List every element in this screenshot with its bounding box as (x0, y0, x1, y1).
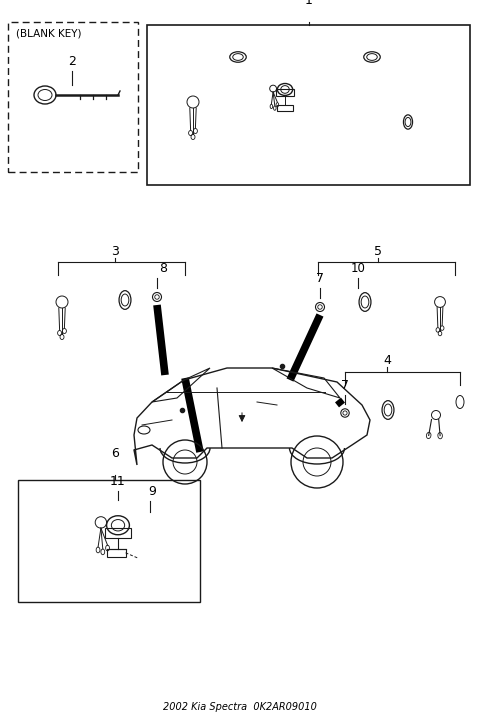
Text: 7: 7 (316, 272, 324, 285)
Text: 8: 8 (159, 262, 167, 275)
Text: 9: 9 (148, 485, 156, 498)
Bar (8, 22, 138, 172)
Text: 5: 5 (374, 245, 382, 258)
Text: 11: 11 (110, 475, 126, 488)
Bar (18, 480, 200, 602)
Text: 1: 1 (305, 0, 312, 7)
Text: 4: 4 (383, 354, 391, 367)
Bar (147, 25, 470, 185)
Text: 10: 10 (350, 262, 365, 275)
Text: 2: 2 (68, 55, 76, 68)
Text: (BLANK KEY): (BLANK KEY) (16, 28, 82, 38)
Text: 7: 7 (341, 379, 349, 392)
Text: 3: 3 (111, 245, 119, 258)
Text: 6: 6 (111, 447, 119, 460)
Text: 2002 Kia Spectra  0K2AR09010: 2002 Kia Spectra 0K2AR09010 (163, 702, 317, 712)
